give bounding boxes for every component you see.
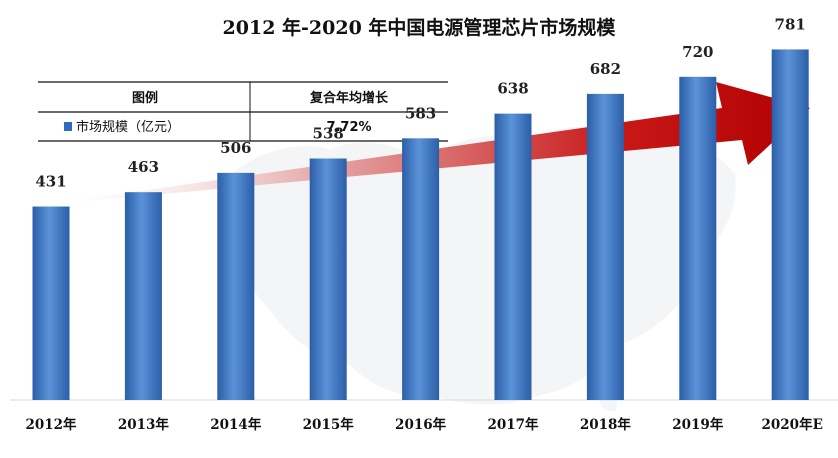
tick-label-2013年: 2013年 [118,416,170,433]
legend-series-label: 市场规模（亿元） [76,119,180,135]
tick-label-2020年E: 2020年E [762,416,823,433]
tick-label-2017年: 2017年 [487,416,539,433]
bar-2012年 [32,206,70,400]
bar-2014年 [217,172,255,400]
x-axis-tick-labels: 2012年 2013年 2014年 2015年 2016年 2017年 2018年 2019年… [25,416,822,433]
tick-label-2019年: 2019年 [672,416,724,433]
data-labels: 431 463 506 538 583 638 682 720 781 [35,15,806,190]
data-label-2014年: 506 [220,139,251,157]
tick-label-2015年: 2015年 [303,416,355,433]
tick-label-2016年: 2016年 [395,416,447,433]
data-label-2013年: 463 [128,158,159,176]
legend-series-marker [64,122,72,131]
bar-2020年E [771,49,809,400]
bar-series [32,49,809,401]
tick-label-2012年: 2012年 [25,416,77,433]
data-label-2015年: 538 [313,125,344,143]
data-label-2016年: 583 [405,104,436,122]
data-label-2017年: 638 [497,80,528,98]
legend-cagr-value: 7.72% [326,120,371,135]
tick-label-2014年: 2014年 [210,416,262,433]
legend-header-col2: 复合年均增长 [309,90,389,106]
legend-header-col1: 图例 [132,90,158,106]
chart-title: 2012 年-2020 年中国电源管理芯片市场规模 [223,16,617,39]
data-label-2012年: 431 [35,173,66,191]
bar-2019年 [679,76,717,401]
bar-2016年 [402,138,440,400]
bar-2017年 [494,113,532,400]
bar-2015年 [309,158,347,400]
bar-2013年 [124,192,162,400]
growth-arrow [35,82,810,206]
legend-table: 图例 复合年均增长 市场规模（亿元） 7.72% [38,81,448,142]
bar-2018年 [586,93,624,400]
tick-label-2018年: 2018年 [580,416,632,433]
data-label-2019年: 720 [682,43,713,61]
data-label-2020年E: 781 [775,15,806,33]
data-label-2018年: 682 [590,60,621,78]
